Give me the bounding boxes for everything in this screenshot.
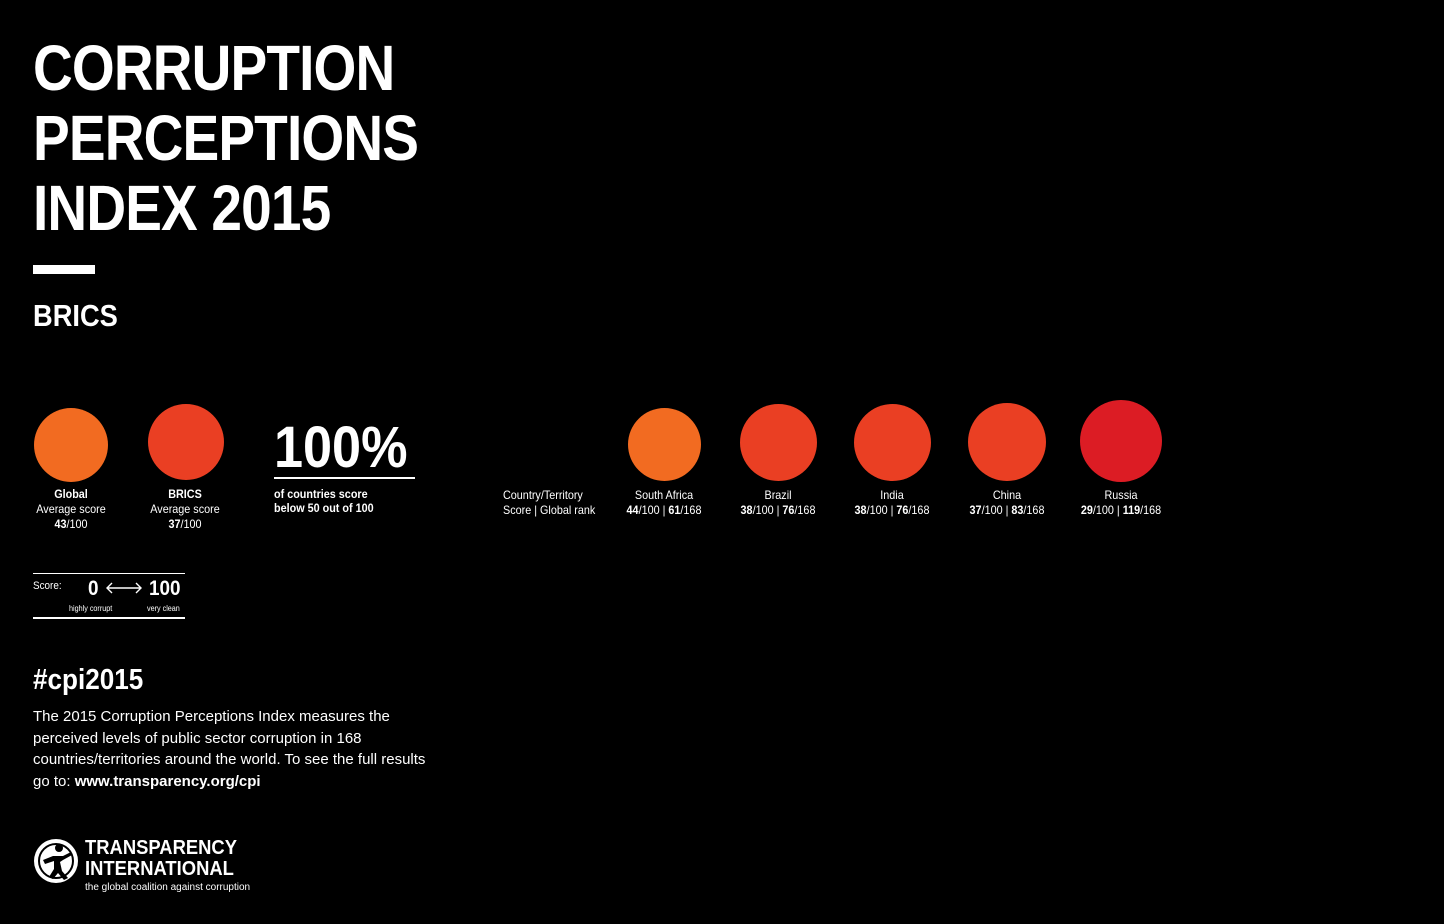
country-circle-india	[854, 404, 931, 481]
score-scale: Score: 0 100 highly corrupt very clean	[33, 573, 185, 619]
brics-average-circle	[148, 404, 224, 480]
country-score-rank: 38/100 | 76/168	[740, 503, 816, 517]
logo-line-1: TRANSPARENCY	[85, 837, 237, 859]
score-scale-label: Score:	[33, 580, 62, 592]
logo-wordmark: TRANSPARENCY INTERNATIONAL	[85, 838, 237, 880]
country-legend: Country/Territory Score | Global rank	[503, 488, 595, 518]
country-name: Brazil	[764, 488, 792, 502]
share-caption-line-2: below 50 out of 100	[274, 501, 374, 515]
ti-globe-figure-icon	[34, 839, 78, 883]
brics-average-score: 37/100	[168, 517, 202, 531]
score-scale-max-caption: very clean	[147, 604, 180, 613]
country-legend-line-1: Country/Territory	[503, 488, 583, 502]
country-stat-india: India 38/100 | 76/168	[838, 488, 946, 518]
score-scale-min-caption: highly corrupt	[69, 604, 113, 613]
title-line-2: PERCEPTIONS	[33, 102, 419, 174]
country-stat-russia: Russia 29/100 | 119/168	[1067, 488, 1175, 518]
description: The 2015 Corruption Perceptions Index me…	[33, 706, 433, 792]
country-stat-brazil: Brazil 38/100 | 76/168	[724, 488, 832, 518]
global-average-label: Global	[54, 487, 88, 501]
country-circle-south-africa	[628, 408, 701, 481]
global-average-score: 43/100	[54, 517, 88, 531]
share-caption: of countries score below 50 out of 100	[274, 487, 374, 515]
global-average-circle	[34, 408, 108, 482]
score-scale-bottom-rule	[33, 617, 185, 619]
global-average-stat: Global Average score 43/100	[17, 487, 125, 532]
country-name: India	[880, 488, 904, 502]
brics-average-label: BRICS	[168, 487, 202, 501]
country-score-rank: 29/100 | 119/168	[1080, 503, 1162, 517]
title-divider	[33, 265, 95, 274]
country-name: Russia	[1104, 488, 1138, 502]
transparency-international-logo: TRANSPARENCY INTERNATIONAL the global co…	[33, 838, 293, 898]
page-title: CORRUPTION PERCEPTIONS INDEX 2015	[33, 32, 419, 244]
country-score-rank: 37/100 | 83/168	[969, 503, 1045, 517]
country-stat-china: China 37/100 | 83/168	[953, 488, 1061, 518]
score-scale-top-rule	[33, 573, 185, 574]
score-scale-max: 100	[149, 577, 181, 600]
country-circle-china	[968, 403, 1046, 481]
hashtag: #cpi2015	[33, 664, 144, 696]
global-average-sub: Average score	[36, 502, 106, 516]
title-line-3: INDEX 2015	[33, 172, 331, 244]
country-name: China	[992, 488, 1022, 502]
country-score-rank: 38/100 | 76/168	[854, 503, 930, 517]
logo-tagline: the global coalition against corruption	[85, 882, 251, 893]
description-text: The 2015 Corruption Perceptions Index me…	[33, 708, 426, 790]
country-stat-south-africa: South Africa 44/100 | 61/168	[610, 488, 718, 518]
share-caption-line-1: of countries score	[274, 487, 368, 501]
logo-line-2: INTERNATIONAL	[85, 858, 234, 880]
page-subtitle: BRICS	[33, 298, 118, 333]
results-link[interactable]: www.transparency.org/cpi	[74, 772, 261, 790]
double-arrow-icon	[106, 582, 142, 594]
brics-average-stat: BRICS Average score 37/100	[131, 487, 239, 532]
country-legend-line-2: Score | Global rank	[503, 503, 596, 517]
share-divider	[274, 477, 415, 479]
title-line-1: CORRUPTION	[33, 32, 395, 104]
country-circle-russia	[1080, 400, 1162, 482]
country-score-rank: 44/100 | 61/168	[626, 503, 702, 517]
share-value: 100%	[274, 415, 408, 480]
country-name: South Africa	[634, 488, 694, 502]
brics-average-sub: Average score	[150, 502, 220, 516]
score-scale-min: 0	[88, 577, 99, 600]
country-circle-brazil	[740, 404, 817, 481]
